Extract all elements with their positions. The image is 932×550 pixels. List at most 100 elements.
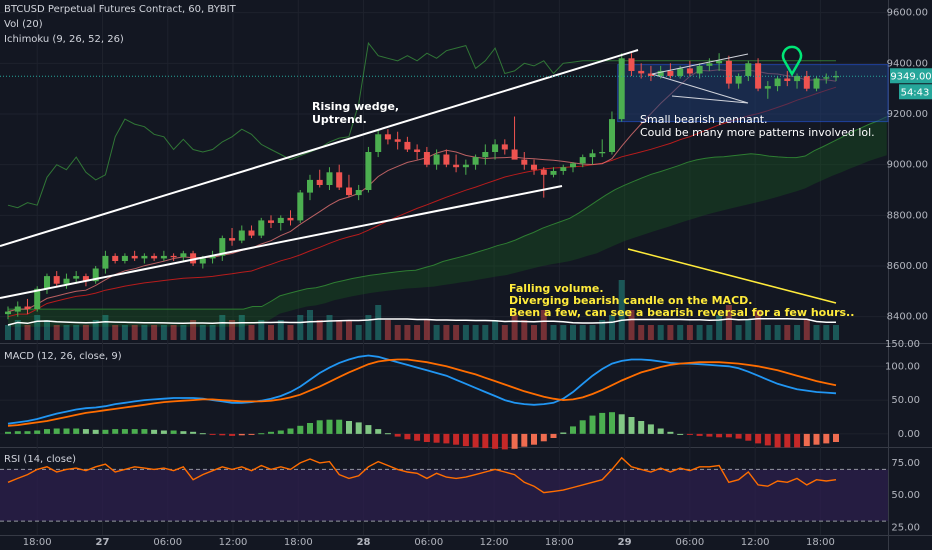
x-tick-label: 28 [357,537,371,548]
macd-histogram-bar [355,422,362,434]
volume-bar [813,325,820,340]
volume-bar [365,315,372,340]
candle-body [492,144,499,152]
macd-histogram-bar [384,433,391,435]
candle [686,60,693,76]
candle [599,139,606,158]
x-tick-label: 12:00 [741,537,770,548]
candle-body [696,65,703,74]
macd-histogram-bar [336,419,343,434]
pennant-box [617,64,889,123]
volume-annotation: Falling volume. [509,282,604,295]
macd-histogram-bar [813,433,820,445]
volume-bar [647,325,654,340]
candle [823,73,830,84]
candle-body [63,278,70,284]
volume-bar [180,325,187,340]
candle [745,60,752,82]
volume-bar [599,320,606,340]
macd-histogram-bar [5,431,11,434]
volume-bar [667,325,674,340]
candle-body [667,70,674,76]
macd-histogram-bar [531,433,537,445]
macd-histogram-bar [238,433,245,436]
candle-body [92,268,99,282]
candle-body [316,179,323,185]
volume-bar [579,325,586,340]
candle [706,58,713,71]
volume-bar [404,325,411,340]
candle [24,298,31,315]
macd-histogram-bar [599,412,606,434]
macd-histogram-bar [706,433,713,437]
macd-histogram-bar [268,431,274,434]
macd-histogram-bar [667,431,674,434]
candle-body [297,192,304,221]
macd-histogram-bar [443,433,450,444]
last-price-badge [890,68,932,84]
volume-bar [735,325,742,340]
macd-histogram-bar [501,433,508,450]
macd-histogram-bar [677,433,684,435]
rsi-tick-label: 75.00 [891,458,920,469]
candle [102,250,109,274]
x-tick-label: 29 [618,537,632,548]
x-tick-label: 18:00 [23,537,52,548]
candle-body [589,153,596,158]
candle-body [531,164,537,170]
volume-bar [326,315,333,340]
rsi-tick-label: 25.00 [891,523,920,534]
candle [151,253,158,261]
candle [784,70,791,87]
macd-histogram-bar [560,432,567,434]
candle [326,167,333,190]
candle [160,250,167,261]
wedge-annotation: Rising wedge, [312,100,399,113]
map-pin-icon [781,45,803,77]
candle-body [219,238,226,256]
candle [472,154,479,170]
candle-body [628,58,635,71]
candle [141,253,148,264]
macd-histogram-bar [160,430,167,434]
ichimoku-span-a [8,116,888,310]
candle [180,250,187,261]
macd-histogram-bar [725,433,732,438]
candle [521,152,528,170]
macd-histogram-bar [414,433,421,441]
volume-bar [521,320,528,340]
volume-bar [764,325,771,340]
macd-tick-label: 0.00 [898,429,920,440]
candle [346,174,352,198]
candle-body [823,77,830,79]
candle-body [365,152,372,190]
volume-bar [190,320,197,340]
candle [394,131,401,150]
candle-body [24,306,31,309]
candle [414,144,421,160]
volume-bar [589,325,596,340]
macd-histogram-bar [316,420,323,434]
volume-annotation: Diverging bearish candle on the MACD. [509,294,752,307]
candle-body [462,164,469,168]
candle [540,167,547,198]
volume-bar [63,325,70,340]
macd-histogram-bar [102,429,109,434]
countdown-value: 54:43 [901,87,930,98]
candle-body [570,163,576,168]
x-tick-label: 18:00 [545,537,574,548]
macd-histogram-bar [209,433,216,435]
volume-bar [560,325,567,340]
candle [453,154,460,173]
pennant-annotation: Small bearish pennant. [640,113,768,126]
candle-body [258,220,265,236]
candle-body [336,172,343,188]
candle-body [784,78,791,81]
candle-body [647,73,654,76]
pennant-annotation: Could be many more patterns involved lol… [640,126,875,139]
candle-body [277,217,284,223]
candle [112,253,119,264]
macd-histogram-bar [579,420,586,434]
candle [764,81,771,99]
